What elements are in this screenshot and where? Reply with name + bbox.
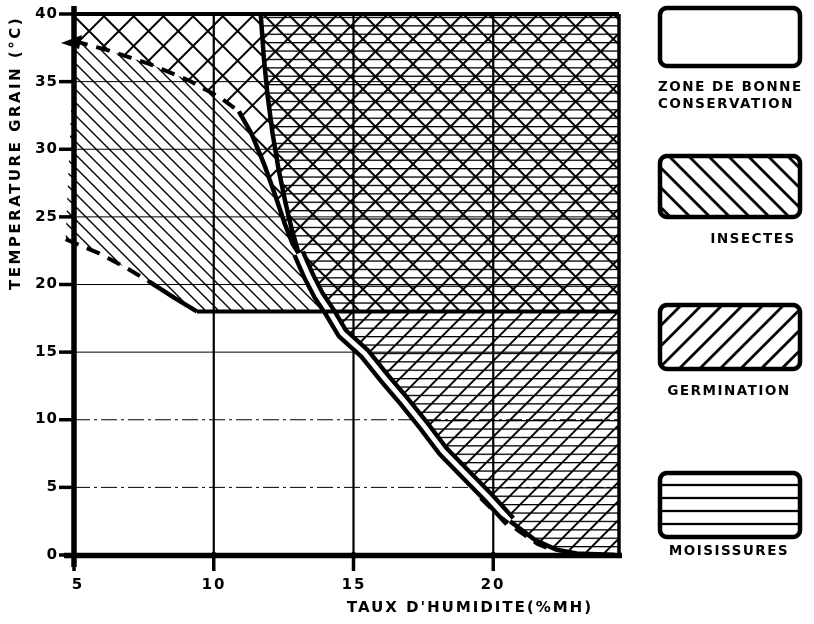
y-tick-40: 40 (35, 4, 58, 22)
x-tick-5: 5 (71, 575, 85, 593)
y-tick-10: 10 (35, 409, 58, 427)
dashed-curve-arrowhead (61, 35, 82, 49)
legend-swatch-zone-de-bonne-conservation (657, 5, 803, 69)
legend-label-moisissures: MOISISSURES (668, 543, 790, 559)
zone-danger-cross-hatch-top-left (74, 14, 299, 254)
axes-frame (59, 6, 622, 571)
zone-germination-moisissures-zone (329, 312, 619, 555)
y-tick-30: 30 (35, 139, 58, 157)
curve-insectes-upper-limit-dashed (73, 39, 241, 114)
x-tick-15: 15 (341, 575, 367, 593)
curve-conservation-main-boundary-core (296, 252, 512, 523)
boundary-curves (61, 13, 619, 557)
curve-conservation-steep-boundary (258, 13, 301, 255)
hatched-zones (65, 14, 619, 555)
legend-label-zone-bonne-conservation-line1: ZONE DE BONNE (658, 79, 803, 95)
y-tick-0: 0 (46, 545, 58, 563)
curve-conservation-main-boundary-tail (508, 519, 615, 557)
y-tick-5: 5 (46, 477, 58, 495)
curve-insectes-upper-limit-solid (236, 110, 301, 255)
x-tick-20: 20 (480, 575, 506, 593)
legend-label-insectes: INSECTES (710, 231, 796, 247)
legend-swatches (657, 5, 803, 540)
gridlines (74, 14, 619, 555)
x-axis-title: TAUX D'HUMIDITE(%MH) (346, 598, 594, 616)
legend-swatch-fill-3 (662, 475, 798, 535)
zone-insectes-zone (65, 41, 330, 312)
y-tick-15: 15 (35, 342, 58, 360)
y-tick-20: 20 (35, 274, 58, 292)
legend-label-germination: GERMINATION (667, 383, 791, 399)
legend-swatch-fill-2 (662, 307, 798, 367)
curve-main-boundary-dashed-tail (479, 496, 556, 553)
y-tick-25: 25 (35, 207, 58, 225)
y-tick-35: 35 (35, 72, 58, 90)
legend-label-zone-bonne-conservation-line2: CONSERVATION (658, 96, 794, 112)
zone-insectes-germination-moisissures-overlap (260, 14, 619, 312)
x-tick-10: 10 (201, 575, 227, 593)
y-axis-title: TEMPERATURE GRAIN (°C) (6, 15, 24, 291)
curve-insectes-lower-limit-dashed (64, 237, 151, 284)
legend-swatch-fill-1 (662, 158, 798, 215)
curve-insectes-lower-limit-solid (148, 279, 199, 314)
